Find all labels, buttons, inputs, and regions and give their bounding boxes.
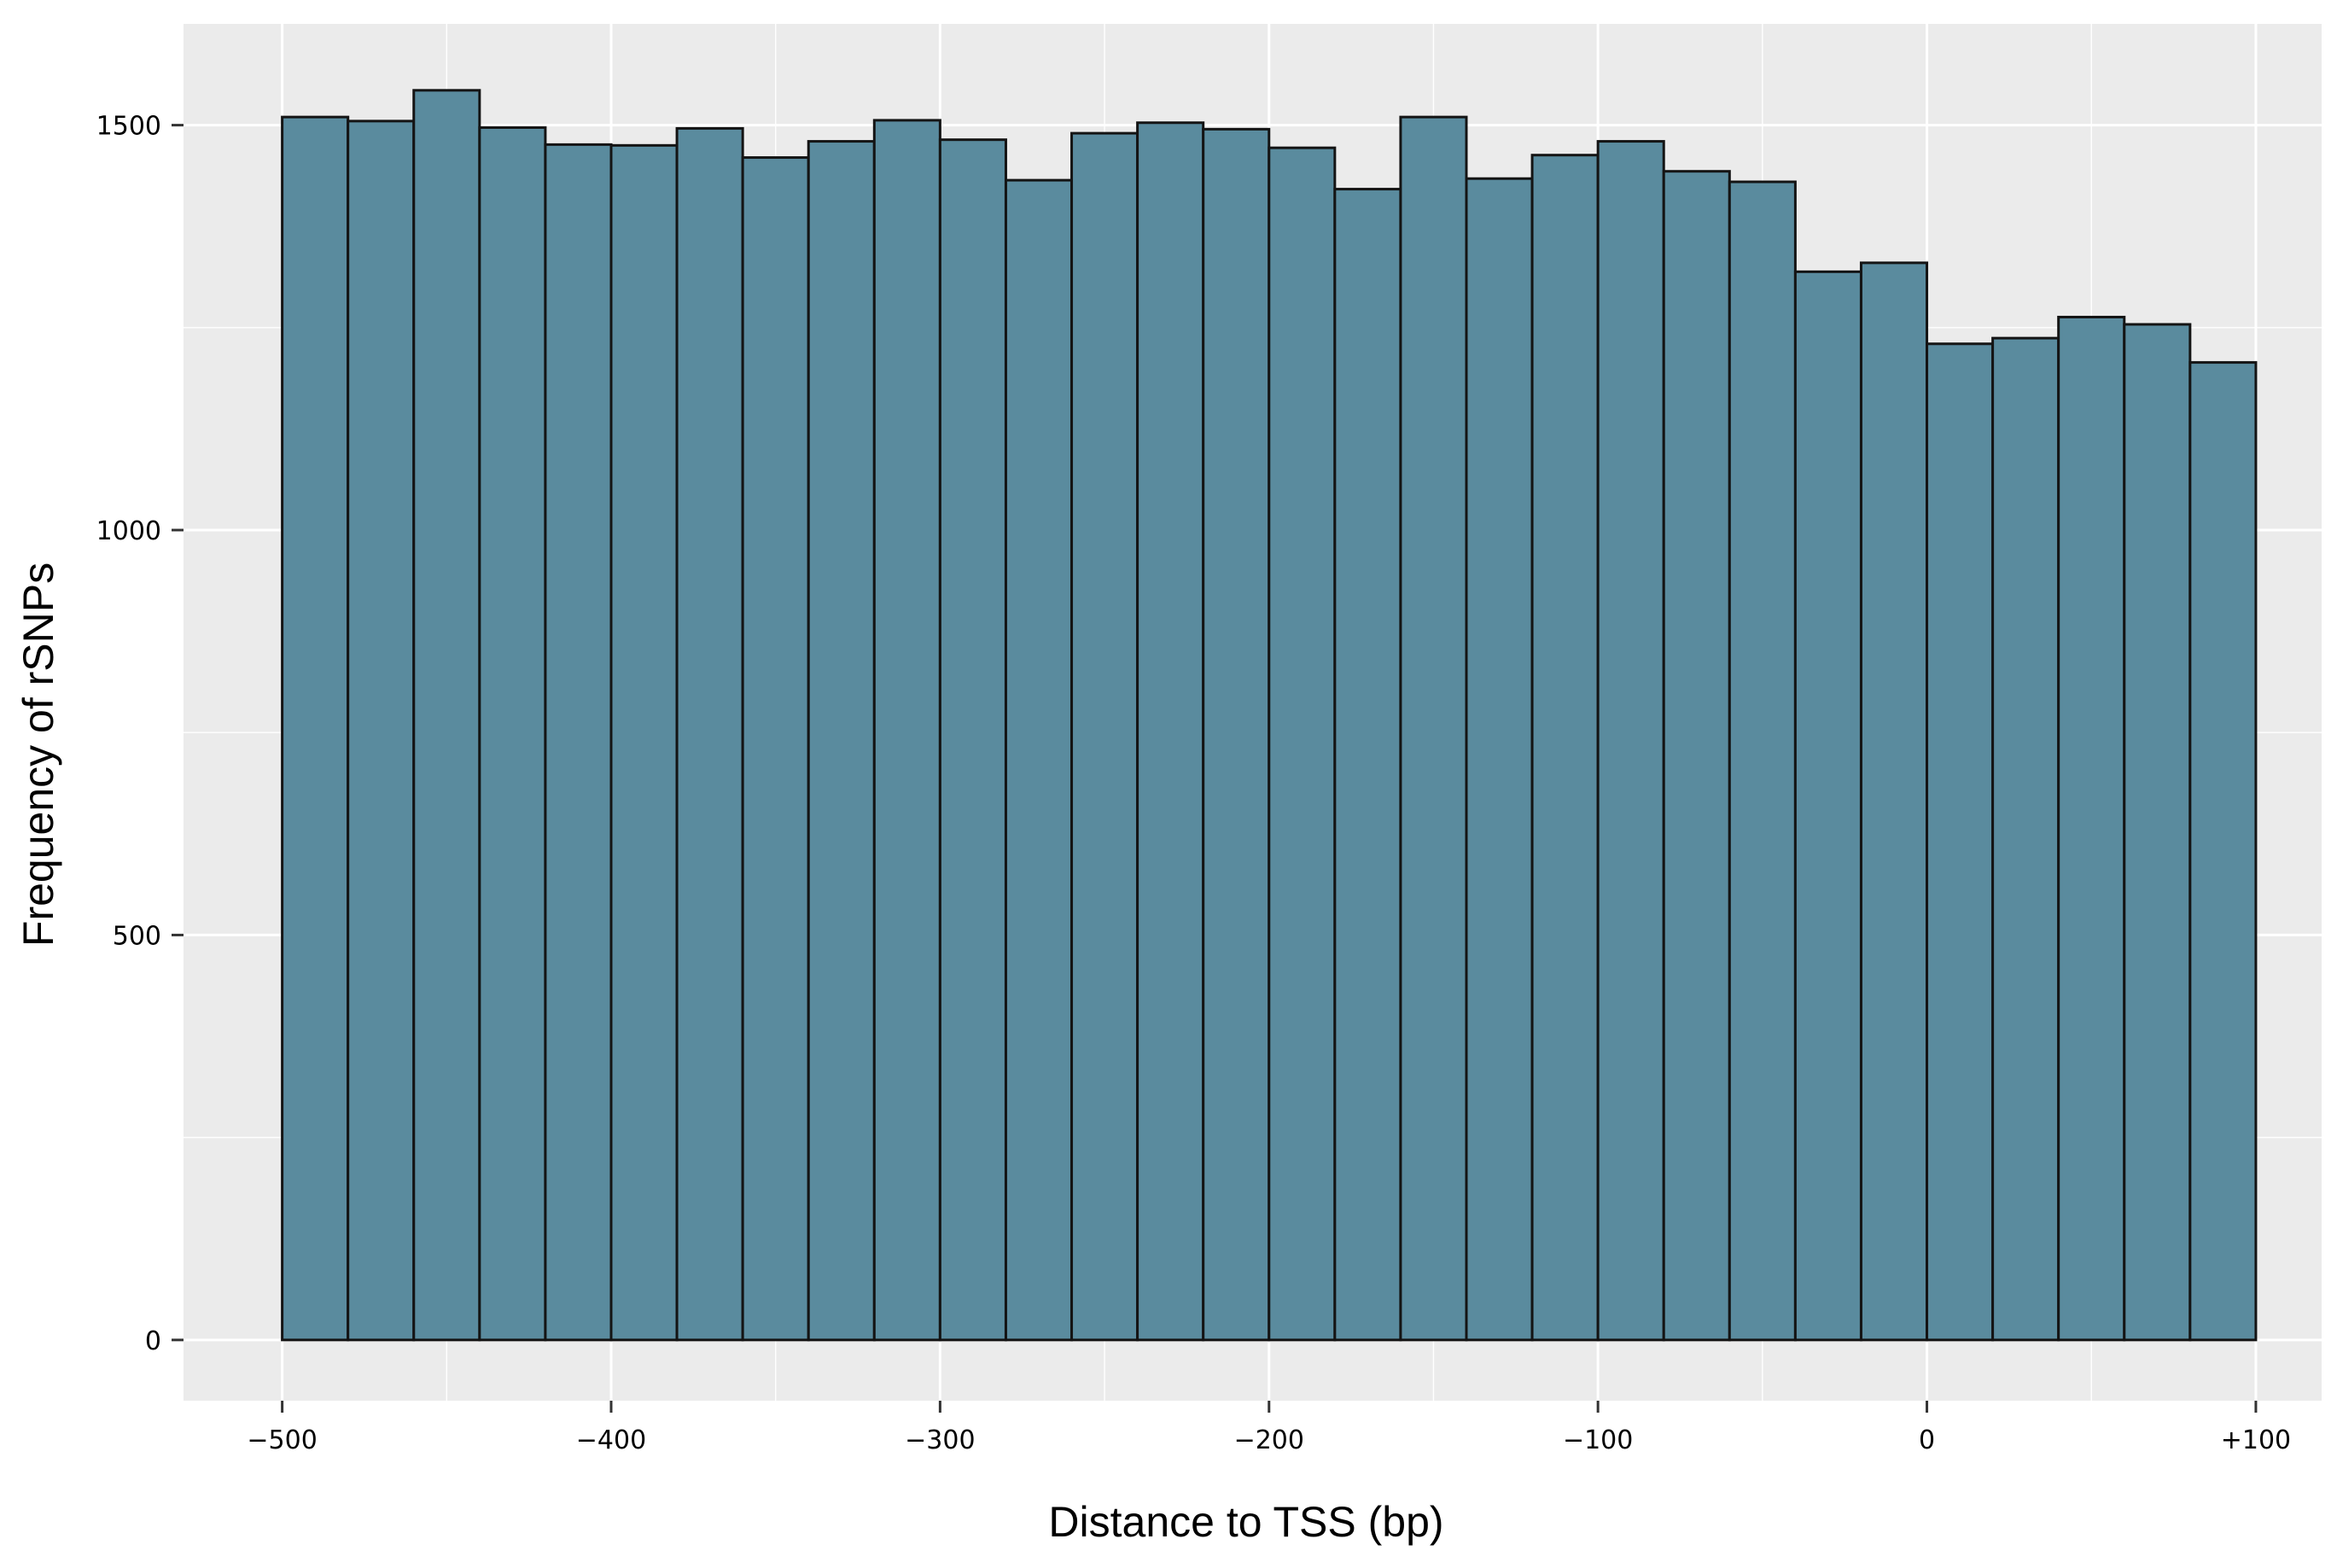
histogram-bar <box>1662 170 1731 1342</box>
histogram-bar <box>281 115 350 1342</box>
histogram-bar <box>2123 323 2192 1342</box>
y-tick-label: 1500 <box>96 112 161 142</box>
histogram-bar <box>478 125 547 1342</box>
x-tick-label: −300 <box>905 1425 975 1455</box>
x-tick-label: −200 <box>1234 1425 1304 1455</box>
histogram-bar <box>2057 315 2126 1342</box>
x-tick-label: +100 <box>2221 1425 2291 1455</box>
x-tick-label: −100 <box>1563 1425 1633 1455</box>
histogram-bar <box>609 143 679 1342</box>
histogram-bar <box>347 119 416 1342</box>
histogram-bar <box>2188 361 2258 1342</box>
histogram-bar <box>1859 261 1929 1342</box>
histogram-bar <box>1596 140 1665 1342</box>
histogram-bar <box>1399 115 1468 1342</box>
histogram-bar <box>1070 131 1139 1342</box>
x-axis-title: Distance to TSS (bp) <box>1048 1498 1443 1546</box>
histogram-bar <box>675 126 744 1342</box>
y-tick-label: 1000 <box>96 516 161 546</box>
histogram-bar <box>1530 154 1600 1342</box>
x-tick-label: −500 <box>247 1425 317 1455</box>
x-tick-label: −400 <box>576 1425 646 1455</box>
x-tick-label: 0 <box>1919 1425 1935 1455</box>
histogram-bar <box>807 140 876 1342</box>
histogram-bar <box>544 143 613 1342</box>
y-axis-title: Frequency of rSNPs <box>15 562 62 947</box>
histogram-bar <box>1333 188 1402 1342</box>
y-tick-label: 500 <box>113 921 161 951</box>
histogram-bars <box>281 89 2258 1342</box>
histogram-bar <box>1793 270 1862 1342</box>
histogram-bar <box>741 156 810 1342</box>
histogram-bar <box>1004 178 1074 1342</box>
histogram-bar <box>1465 177 1534 1342</box>
histogram-bar <box>1926 342 1995 1342</box>
histogram-bar <box>1991 336 2060 1342</box>
histogram-bar <box>412 89 481 1342</box>
histogram-bar <box>872 119 941 1342</box>
histogram-bar <box>938 138 1007 1342</box>
histogram-bar <box>1202 127 1271 1342</box>
histogram-bar <box>1268 146 1337 1342</box>
histogram-bar <box>1728 180 1797 1342</box>
axes: −500 −400 −300 −200 −100 0 +100 0 500 1000 1500 <box>96 112 2291 1455</box>
histogram-bar <box>1136 121 1205 1342</box>
y-tick-label: 0 <box>145 1326 161 1356</box>
